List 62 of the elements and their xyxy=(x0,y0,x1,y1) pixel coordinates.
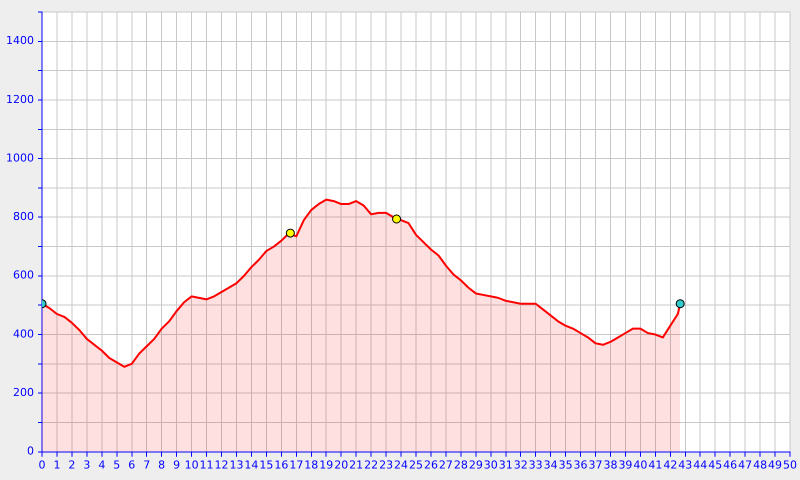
x-tick-label: 36 xyxy=(574,458,588,472)
x-tick-label: 42 xyxy=(663,458,678,472)
x-tick-label: 30 xyxy=(484,458,498,472)
y-tick-label: 0 xyxy=(26,444,34,458)
x-tick-label: 29 xyxy=(468,458,483,472)
x-tick-label: 26 xyxy=(424,458,438,472)
x-tick-label: 25 xyxy=(408,458,423,472)
x-tick-label: 32 xyxy=(514,458,528,472)
x-tick-label: 28 xyxy=(454,458,468,472)
x-tick-label: 10 xyxy=(184,458,199,472)
point xyxy=(676,299,685,308)
y-tick-label: 600 xyxy=(12,268,34,282)
x-tick-label: 31 xyxy=(498,458,513,472)
x-tick-label: 8 xyxy=(158,458,166,472)
x-tick-label: 49 xyxy=(768,458,782,472)
x-tick-label: 12 xyxy=(214,458,229,472)
x-tick-label: 40 xyxy=(633,458,648,472)
x-tick-label: 35 xyxy=(558,458,573,472)
x-tick-label: 15 xyxy=(259,458,274,472)
x-tick-label: 21 xyxy=(349,458,364,472)
x-tick-label: 43 xyxy=(678,458,692,472)
x-tick-label: 39 xyxy=(618,458,632,472)
x-tick-label: 13 xyxy=(229,458,244,472)
x-tick-label: 18 xyxy=(304,458,318,472)
point xyxy=(286,228,295,238)
x-tick-label: 47 xyxy=(738,458,752,472)
y-tick-label: 1200 xyxy=(6,92,34,106)
x-tick-label: 45 xyxy=(708,458,722,472)
x-tick-label: 22 xyxy=(364,458,378,472)
x-tick-label: 7 xyxy=(143,458,150,472)
x-tick-label: 4 xyxy=(98,458,106,472)
x-tick-label: 14 xyxy=(244,458,258,472)
x-tick-label: 41 xyxy=(648,458,662,472)
y-tick-label: 800 xyxy=(12,210,34,224)
y-tick-label: 400 xyxy=(12,327,34,340)
x-tick-label: 6 xyxy=(128,458,136,472)
x-tick-label: 9 xyxy=(173,458,180,472)
y-tick-label: 1400 xyxy=(6,34,34,48)
x-tick-label: 3 xyxy=(83,458,90,472)
x-tick-label: 16 xyxy=(274,458,288,472)
point xyxy=(392,214,402,224)
x-tick-label: 0 xyxy=(38,458,46,472)
y-tick-label: 200 xyxy=(12,386,34,400)
x-tick-label: 1 xyxy=(53,458,60,472)
x-tick-label: 34 xyxy=(544,458,558,472)
x-tick-label: 5 xyxy=(113,458,120,472)
x-tick-label: 48 xyxy=(753,458,768,472)
x-tick-label: 19 xyxy=(319,458,334,472)
x-tick-label: 20 xyxy=(334,458,348,472)
x-tick-label: 23 xyxy=(379,458,394,472)
x-tick-label: 46 xyxy=(723,458,738,472)
x-tick-label: 17 xyxy=(289,458,304,472)
x-tick-label: 37 xyxy=(588,458,603,472)
x-tick-label: 33 xyxy=(528,458,543,472)
x-tick-label: 27 xyxy=(438,458,453,472)
x-tick-label: 24 xyxy=(394,458,408,472)
x-tick-label: 11 xyxy=(200,458,214,472)
x-tick-label: 2 xyxy=(68,458,76,472)
x-tick-label: 38 xyxy=(603,458,618,472)
x-tick-label: 50 xyxy=(783,458,797,472)
y-tick-label: 1000 xyxy=(6,151,34,164)
x-tick-label: 44 xyxy=(693,458,708,472)
